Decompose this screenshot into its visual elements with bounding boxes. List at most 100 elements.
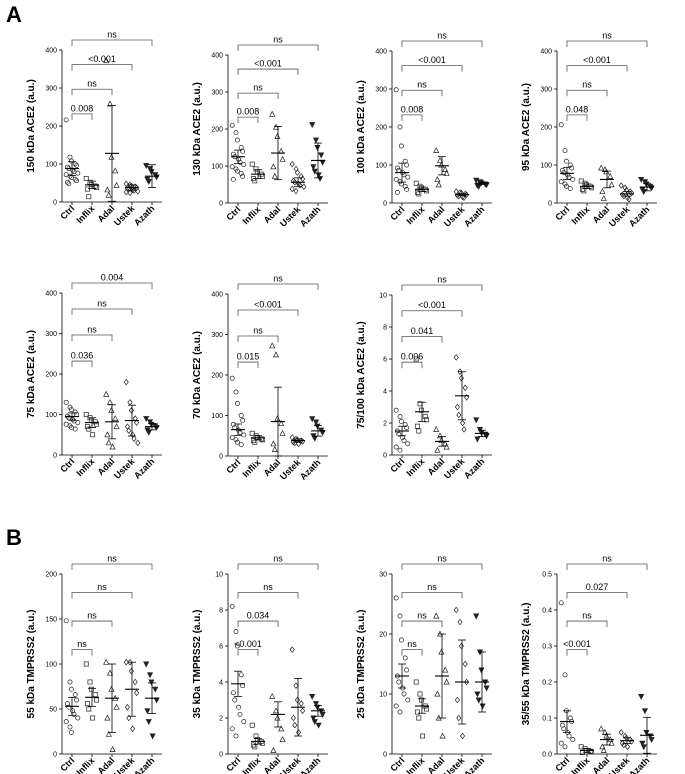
y-axis-label: 70 kDa ACE2 (a.u.) bbox=[192, 331, 203, 419]
data-point bbox=[293, 187, 299, 195]
data-point bbox=[75, 420, 81, 426]
y-tick-label: 0 bbox=[53, 453, 57, 460]
data-point bbox=[112, 415, 119, 421]
y-tick-label: 100 bbox=[375, 163, 387, 170]
data-point bbox=[241, 162, 247, 167]
significance-bracket bbox=[401, 114, 423, 121]
data-point bbox=[434, 175, 441, 182]
data-point bbox=[72, 426, 78, 432]
data-point bbox=[461, 426, 467, 433]
data-point bbox=[67, 724, 73, 730]
p-value-label: ns bbox=[87, 79, 97, 89]
y-tick-label: 0.5 bbox=[542, 572, 552, 579]
data-point bbox=[579, 186, 585, 192]
data-point bbox=[434, 690, 441, 697]
p-value-label: ns bbox=[77, 639, 87, 649]
p-value-label: ns bbox=[97, 582, 107, 592]
data-point bbox=[270, 746, 277, 753]
data-point bbox=[643, 729, 650, 736]
data-point bbox=[623, 186, 629, 194]
x-tick-label: Azath bbox=[462, 204, 486, 228]
data-point bbox=[416, 428, 422, 434]
p-value-label: <0.001 bbox=[88, 54, 116, 64]
data-point bbox=[143, 416, 150, 423]
data-point bbox=[274, 415, 281, 422]
data-point bbox=[397, 613, 403, 619]
y-tick-label: 100 bbox=[45, 662, 57, 669]
p-value-label: 0.008 bbox=[71, 103, 94, 113]
data-point bbox=[131, 187, 137, 194]
data-point bbox=[233, 130, 239, 136]
data-point bbox=[148, 169, 155, 176]
data-point bbox=[393, 407, 399, 413]
data-point bbox=[270, 163, 277, 170]
x-tick-label: Azath bbox=[132, 755, 156, 774]
data-point bbox=[234, 400, 240, 406]
data-point bbox=[105, 191, 112, 198]
data-point bbox=[135, 188, 141, 195]
significance-bracket bbox=[566, 65, 628, 72]
data-point bbox=[454, 403, 460, 411]
data-point bbox=[104, 431, 111, 438]
y-tick-label: 0 bbox=[548, 201, 552, 208]
data-point bbox=[458, 374, 464, 382]
x-tick-label: Inflix bbox=[74, 456, 96, 478]
data-point bbox=[436, 156, 444, 163]
p-value-label: ns bbox=[427, 582, 437, 592]
data-point bbox=[319, 711, 326, 718]
data-point bbox=[476, 426, 484, 433]
p-value-label: ns bbox=[582, 80, 592, 90]
data-point bbox=[569, 165, 575, 171]
data-point bbox=[420, 733, 426, 739]
data-point bbox=[458, 642, 464, 650]
data-point bbox=[290, 714, 296, 722]
data-point bbox=[608, 181, 615, 188]
p-value-label: 0.048 bbox=[566, 104, 589, 114]
data-point bbox=[253, 166, 259, 172]
data-point bbox=[229, 603, 235, 609]
data-point bbox=[113, 423, 120, 430]
data-point bbox=[270, 440, 277, 447]
y-tick-label: 150 bbox=[45, 617, 57, 624]
data-point bbox=[558, 600, 564, 606]
y-tick-label: 200 bbox=[211, 373, 223, 380]
data-point bbox=[238, 170, 244, 176]
data-point bbox=[424, 188, 430, 194]
data-point bbox=[479, 703, 486, 710]
x-tick-label: Inflix bbox=[240, 204, 262, 226]
x-tick-label: Inflix bbox=[240, 457, 262, 479]
data-point bbox=[473, 613, 480, 620]
data-point bbox=[443, 443, 450, 450]
data-point bbox=[230, 690, 236, 696]
y-tick-label: 200 bbox=[540, 125, 552, 132]
significance-bracket bbox=[237, 361, 259, 369]
data-point bbox=[152, 686, 159, 693]
data-point bbox=[92, 183, 98, 189]
significance-bracket bbox=[71, 113, 93, 120]
data-point bbox=[456, 714, 462, 722]
significance-bracket bbox=[237, 620, 279, 628]
data-point bbox=[599, 188, 606, 195]
y-tick-label: 2 bbox=[383, 421, 387, 428]
data-point bbox=[416, 715, 422, 721]
data-point bbox=[405, 174, 411, 180]
data-point bbox=[71, 711, 77, 717]
data-point bbox=[301, 183, 307, 190]
x-tick-label: Inflix bbox=[404, 755, 426, 774]
data-point bbox=[123, 378, 129, 386]
data-point bbox=[123, 180, 129, 188]
data-point bbox=[435, 181, 442, 188]
data-point bbox=[234, 137, 240, 143]
p-value-label: 0.027 bbox=[586, 582, 609, 592]
data-point bbox=[394, 189, 400, 195]
data-point bbox=[318, 152, 325, 159]
y-tick-label: 0.3 bbox=[542, 644, 552, 651]
data-point bbox=[238, 672, 244, 678]
data-point bbox=[134, 689, 140, 697]
p-value-label: ns bbox=[417, 80, 427, 90]
data-point bbox=[393, 595, 399, 601]
data-point bbox=[94, 697, 100, 703]
data-point bbox=[149, 733, 156, 740]
